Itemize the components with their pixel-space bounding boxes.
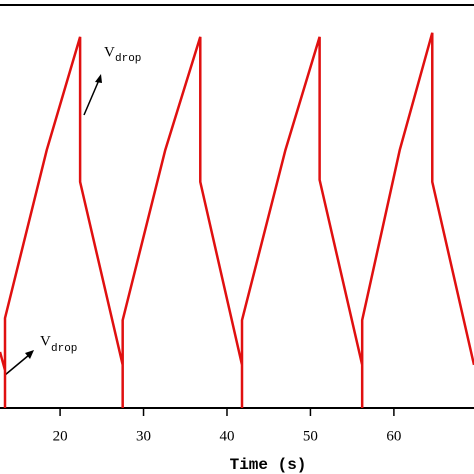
arrow [83,79,100,116]
x-tick-label: 20 [53,428,68,444]
x-tick-label: 50 [303,428,318,444]
x-tick-label: 40 [219,428,234,444]
arrow-head [95,74,102,83]
arrow-head [25,350,34,359]
annotation: V drop [4,333,77,376]
annotation-sub: drop [51,343,77,355]
x-tick-label: 30 [136,428,151,444]
arrow [4,354,30,376]
line [0,32,474,408]
x-tick-label: 60 [386,428,401,444]
annotation-sub: drop [115,53,141,65]
annotation-text: V [40,333,51,349]
annotation-text: V [104,44,115,60]
annotation: V drop [83,44,141,116]
x-axis-label: Time (s) [230,456,307,474]
